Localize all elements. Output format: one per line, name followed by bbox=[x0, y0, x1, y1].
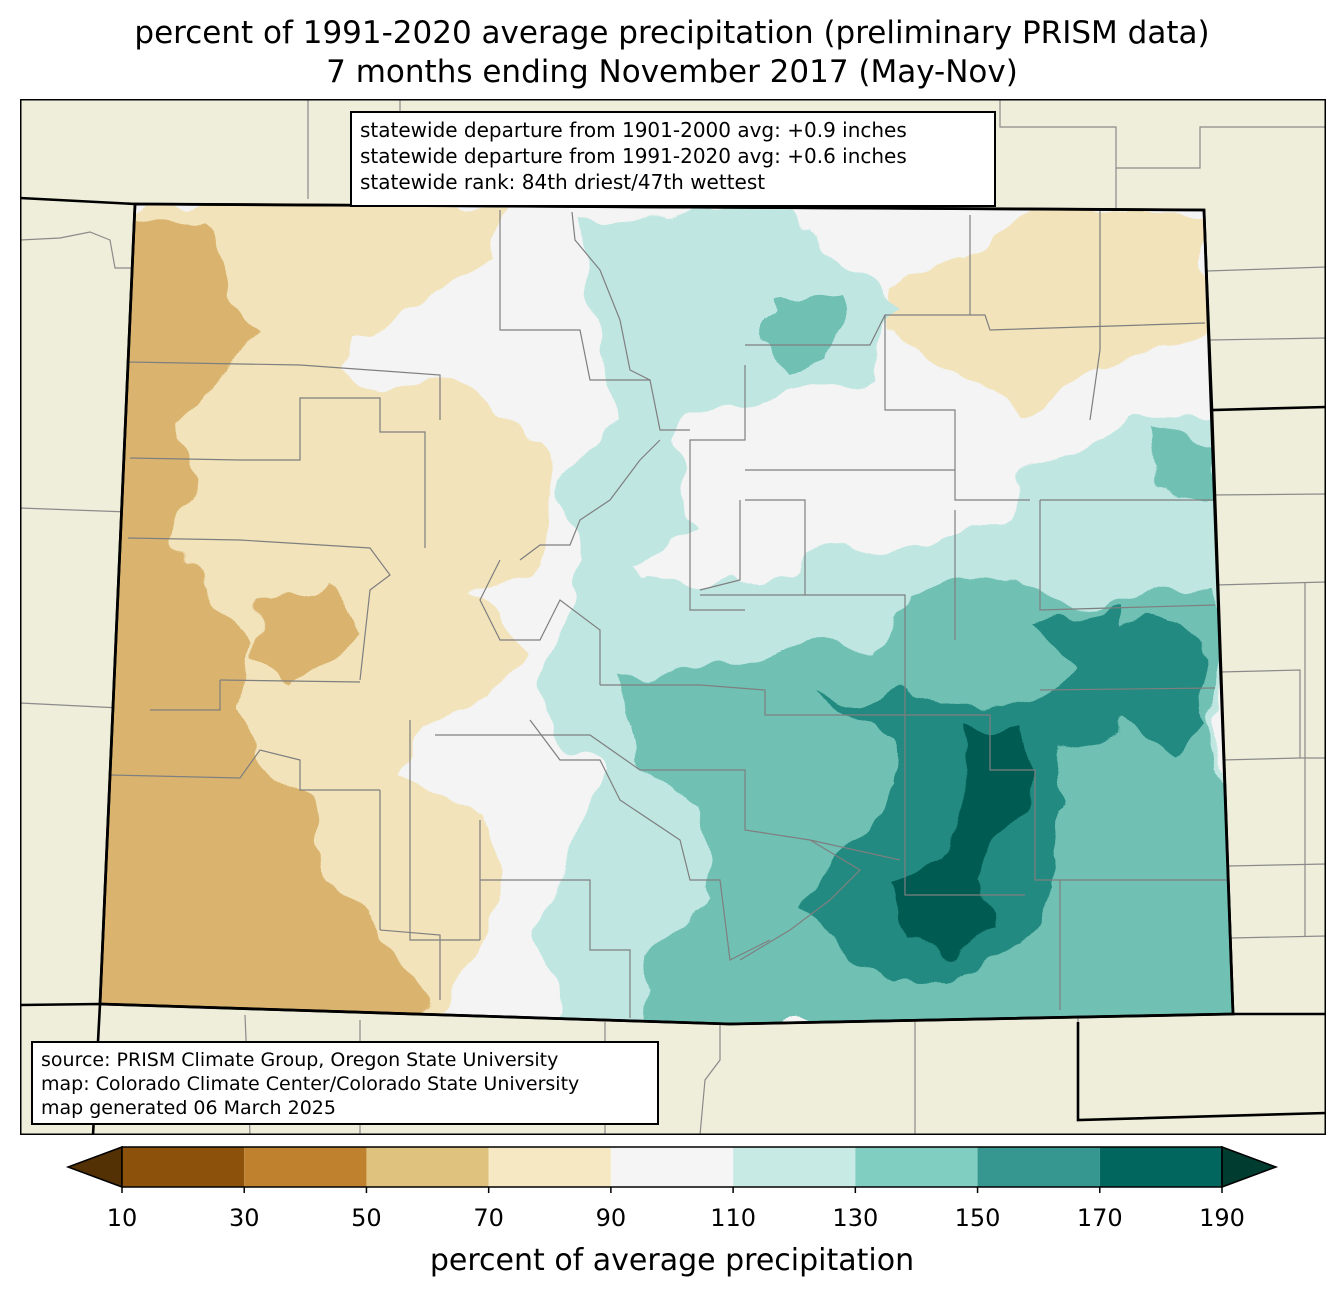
colorbar-segment bbox=[855, 1147, 978, 1187]
county-lines bbox=[109, 210, 1230, 1018]
precip-130-150-east bbox=[1150, 430, 1220, 500]
source-box: source: PRISM Climate Group, Oregon Stat… bbox=[31, 1041, 659, 1125]
colorbar-outline bbox=[121, 1146, 1223, 1188]
colorbar-segment bbox=[733, 1147, 856, 1187]
colorbar bbox=[65, 1145, 1279, 1193]
precip-50-70-patch2 bbox=[140, 870, 300, 1000]
colorbar-tick-label: 50 bbox=[351, 1204, 382, 1232]
precip-150-170-patch bbox=[1040, 605, 1140, 680]
colorbar-tick-label: 70 bbox=[473, 1204, 504, 1232]
colorbar-tick-label: 90 bbox=[595, 1204, 627, 1232]
source-line3: map generated 06 March 2025 bbox=[41, 1097, 336, 1119]
precip-70-90-northeast bbox=[880, 210, 1210, 410]
colorbar-segment bbox=[1099, 1147, 1222, 1187]
colorbar-segment bbox=[122, 1147, 245, 1187]
precip-50-70-west bbox=[100, 204, 440, 1024]
colorbar-label: percent of average precipitation bbox=[429, 1243, 915, 1278]
colorbar-tick-label: 10 bbox=[106, 1204, 138, 1232]
colorbar-segment bbox=[488, 1147, 611, 1187]
colorbar-segment bbox=[244, 1147, 367, 1187]
colorbar-tick-label: 170 bbox=[1076, 1204, 1123, 1232]
stats-line1: statewide departure from 1901-2000 avg: … bbox=[360, 118, 907, 142]
stats-line2: statewide departure from 1991-2020 avg: … bbox=[360, 144, 907, 168]
colorbar-tick-label: 30 bbox=[228, 1204, 260, 1232]
colorbar-segment bbox=[366, 1147, 489, 1187]
stats-line3: statewide rank: 84th driest/47th wettest bbox=[360, 170, 766, 194]
precip-130-150-north bbox=[760, 300, 840, 370]
precip-170-190 bbox=[890, 720, 1030, 950]
colorbar-tick-label: 110 bbox=[710, 1204, 757, 1232]
colorbar-extend-high bbox=[1221, 1145, 1279, 1189]
map-title-line1: percent of 1991-2020 average precipitati… bbox=[134, 15, 1210, 51]
map-title-line2: 7 months ending November 2017 (May-Nov) bbox=[326, 54, 1018, 90]
colorbar-tick-label: 130 bbox=[832, 1204, 879, 1232]
map-border bbox=[20, 99, 1326, 1135]
precip-50-70-patch bbox=[250, 580, 350, 680]
colorbar-extend-low bbox=[65, 1145, 123, 1189]
colorbar-tick-label: 150 bbox=[954, 1204, 1001, 1232]
precipitation-map bbox=[20, 99, 1326, 1135]
colorbar-segment bbox=[610, 1147, 734, 1187]
statewide-stats-box: statewide departure from 1901-2000 avg: … bbox=[350, 111, 996, 207]
colorbar-segment bbox=[977, 1147, 1100, 1187]
source-line2: map: Colorado Climate Center/Colorado St… bbox=[41, 1073, 580, 1095]
source-line1: source: PRISM Climate Group, Oregon Stat… bbox=[41, 1049, 559, 1071]
colorbar-tick-label: 190 bbox=[1199, 1204, 1245, 1232]
colorado-outline bbox=[98, 202, 1235, 1026]
